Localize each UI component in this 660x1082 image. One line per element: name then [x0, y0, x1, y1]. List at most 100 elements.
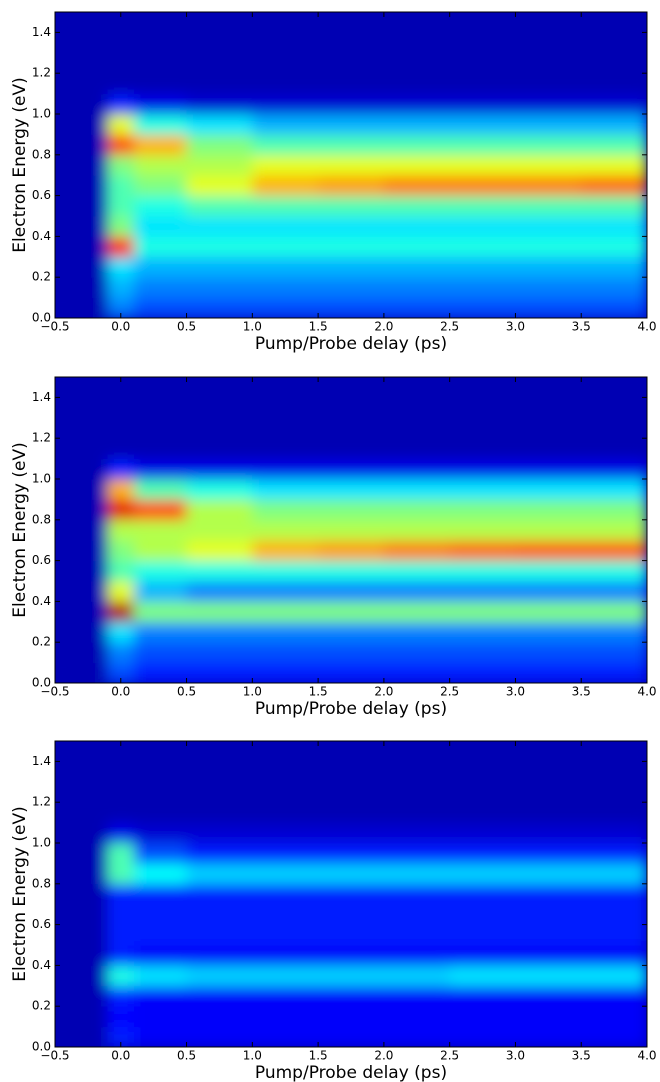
heatmap-cell — [581, 216, 647, 237]
heatmap-cell — [581, 581, 647, 602]
heatmap-cell — [133, 802, 188, 824]
heatmap-cell — [581, 236, 647, 258]
heatmap-cell — [133, 73, 188, 95]
heatmap-cell — [55, 965, 109, 987]
heatmap-cell — [133, 761, 188, 783]
heatmap-cell — [186, 297, 253, 318]
y-tick-label: 0.2 — [32, 270, 51, 284]
heatmap-cell — [515, 945, 582, 966]
heatmap-cell — [55, 154, 109, 176]
heatmap-cell — [107, 216, 135, 237]
heatmap-cell — [252, 601, 319, 623]
heatmap-cell — [581, 93, 647, 115]
heatmap-cell — [252, 761, 319, 783]
heatmap-cell — [449, 781, 516, 803]
x-tick-label: 2.5 — [440, 685, 459, 699]
y-tick-label: 0.4 — [32, 594, 51, 608]
heatmap-cell — [107, 236, 135, 258]
heatmap-cell — [133, 863, 188, 885]
heatmap-cell — [383, 642, 451, 664]
heatmap-cell — [318, 417, 385, 439]
heatmap-cell — [186, 985, 253, 1007]
heatmap-cell — [581, 985, 647, 1007]
heatmap-cell — [383, 499, 451, 521]
heatmap-cell — [55, 195, 109, 217]
heatmap-cell — [581, 1006, 647, 1028]
heatmap-cell — [186, 781, 253, 803]
heatmap-cell — [318, 802, 385, 824]
heatmap-cell — [318, 904, 385, 926]
x-axis-label: Pump/Probe delay (ps) — [255, 334, 447, 354]
heatmap-cell — [252, 438, 319, 460]
heatmap-cell — [383, 93, 451, 115]
heatmap-cell — [186, 73, 253, 95]
heatmap-cell — [449, 417, 516, 439]
x-tick-label: 1.5 — [309, 685, 328, 699]
y-tick-label: 1.2 — [32, 431, 51, 445]
heatmap-cell — [515, 195, 582, 217]
heatmap-cell — [449, 741, 516, 762]
heatmap-cell — [186, 945, 253, 966]
heatmap-cell — [107, 134, 135, 156]
heatmap-cell — [186, 802, 253, 824]
heatmap-cell — [581, 863, 647, 885]
x-tick-label: 1.0 — [243, 320, 262, 334]
heatmap-cell — [133, 843, 188, 864]
heatmap-cell — [55, 863, 109, 885]
heatmap-cell — [581, 134, 647, 156]
heatmap-cell — [133, 236, 188, 258]
heatmap-cell — [383, 114, 451, 135]
heatmap-cell — [107, 761, 135, 783]
heatmap-cell — [515, 985, 582, 1007]
heatmap-cell — [383, 1006, 451, 1028]
heatmap-cell — [318, 52, 385, 74]
heatmap-cell — [449, 802, 516, 824]
heatmap-cell — [581, 499, 647, 521]
heatmap-cell — [55, 945, 109, 966]
heatmap-cell — [383, 662, 451, 683]
heatmap-cell — [55, 397, 109, 419]
heatmap-cell — [383, 601, 451, 623]
heatmap-cell — [55, 924, 109, 946]
heatmap-cell — [318, 945, 385, 966]
heatmap-cell — [107, 560, 135, 582]
heatmap-cell — [515, 924, 582, 946]
heatmap-cell — [383, 904, 451, 926]
x-tick-label: 1.0 — [243, 685, 262, 699]
heatmap-cell — [186, 216, 253, 237]
heatmap-cell — [133, 642, 188, 664]
heatmap-cell — [581, 479, 647, 500]
heatmap-cell — [515, 863, 582, 885]
x-tick-label: 0.0 — [111, 1049, 130, 1063]
heatmap-cell — [449, 216, 516, 237]
heatmap-cell — [107, 195, 135, 217]
heatmap-cell — [252, 73, 319, 95]
heatmap-cell — [515, 93, 582, 115]
heatmap-cell — [515, 581, 582, 602]
heatmap-cell — [383, 73, 451, 95]
heatmap-cell — [186, 52, 253, 74]
heatmap-cell — [186, 1026, 253, 1047]
heatmap — [55, 12, 647, 318]
heatmap-cell — [186, 924, 253, 946]
x-tick-label: 3.5 — [572, 320, 591, 334]
x-tick-label: 2.5 — [440, 1049, 459, 1063]
heatmap-cell — [581, 377, 647, 398]
heatmap-cell — [581, 458, 647, 480]
heatmap-cell — [133, 540, 188, 562]
heatmap-cell — [515, 822, 582, 844]
heatmap-cell — [133, 397, 188, 419]
heatmap-cell — [133, 904, 188, 926]
heatmap-cell — [133, 297, 188, 318]
heatmap-cell — [252, 377, 319, 398]
heatmap-cell — [581, 904, 647, 926]
heatmap-cell — [318, 1006, 385, 1028]
y-tick-label: 1.4 — [32, 390, 51, 404]
heatmap-cell — [186, 114, 253, 135]
heatmap-cell — [107, 904, 135, 926]
heatmap-cell — [252, 277, 319, 299]
y-tick-label: 0.8 — [32, 512, 51, 526]
heatmap-cell — [581, 32, 647, 54]
heatmap-cell — [186, 499, 253, 521]
heatmap-cell — [318, 560, 385, 582]
